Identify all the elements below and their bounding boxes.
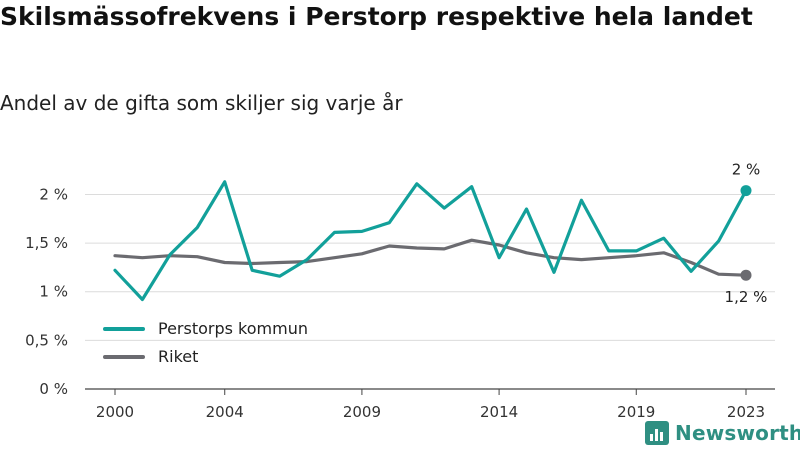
x-axis-ticks: 2000 2004 2009 2014 2019 2023 bbox=[96, 389, 765, 421]
y-tick-label: 1,5 % bbox=[25, 234, 68, 252]
y-tick-label: 0 % bbox=[39, 380, 68, 398]
newsworthy-logo: Newsworthy bbox=[645, 420, 800, 446]
end-value-label: 2 % bbox=[732, 161, 761, 179]
end-point-marker bbox=[740, 185, 752, 197]
series-line-riket bbox=[113, 238, 748, 277]
chart-title: Skilsmässofrekvens i Perstorp respektive… bbox=[0, 2, 753, 31]
x-tick-label: 2014 bbox=[480, 403, 518, 421]
brand-name: Newsworthy bbox=[675, 421, 800, 445]
series-line-perstorps-kommun bbox=[113, 180, 748, 302]
x-tick-label: 2000 bbox=[96, 403, 134, 421]
end-point-marker bbox=[740, 269, 752, 281]
x-tick-label: 2019 bbox=[617, 403, 655, 421]
x-tick-label: 2023 bbox=[727, 403, 765, 421]
legend-label: Riket bbox=[158, 347, 198, 366]
x-tick-label: 2004 bbox=[206, 403, 244, 421]
end-value-label: 1,2 % bbox=[725, 288, 768, 306]
x-tick-label: 2009 bbox=[343, 403, 381, 421]
y-tick-label: 1 % bbox=[39, 283, 68, 301]
chart-subtitle: Andel av de gifta som skiljer sig varje … bbox=[0, 91, 403, 115]
y-axis-ticks: 0 % 0,5 % 1 % 1,5 % 2 % bbox=[25, 185, 68, 398]
legend: Perstorps kommun Riket bbox=[103, 319, 308, 366]
legend-label: Perstorps kommun bbox=[158, 319, 308, 338]
y-tick-label: 2 % bbox=[39, 185, 68, 203]
gridlines bbox=[85, 193, 775, 390]
bar-chart-logo-icon bbox=[645, 421, 669, 445]
series-lines: 1,2 % 2 % bbox=[113, 161, 768, 306]
y-tick-label: 0,5 % bbox=[25, 331, 68, 349]
